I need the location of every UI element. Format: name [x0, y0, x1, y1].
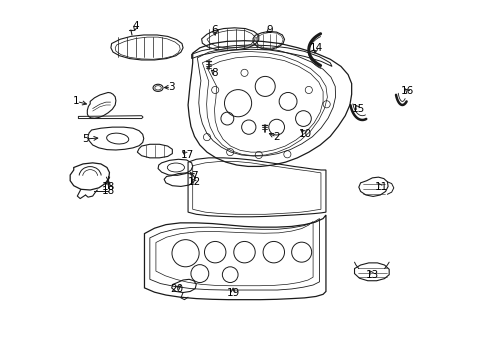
Text: 5: 5	[82, 134, 89, 144]
Text: 18: 18	[101, 182, 114, 192]
Text: 15: 15	[351, 104, 364, 113]
Text: 3: 3	[167, 82, 174, 92]
Text: 10: 10	[298, 129, 311, 139]
Text: 6: 6	[210, 25, 217, 35]
Text: 11: 11	[374, 182, 387, 192]
Text: 13: 13	[365, 270, 378, 280]
Text: 19: 19	[226, 288, 239, 297]
Text: 1: 1	[73, 96, 80, 107]
Text: 8: 8	[210, 68, 217, 78]
Text: 14: 14	[309, 43, 322, 53]
Text: 4: 4	[132, 21, 139, 31]
Text: 2: 2	[273, 132, 280, 142]
Text: 16: 16	[400, 86, 413, 96]
Text: 7: 7	[191, 171, 198, 181]
Text: 9: 9	[265, 25, 272, 35]
Text: 12: 12	[187, 177, 201, 187]
Text: 18: 18	[101, 186, 114, 197]
Text: 17: 17	[181, 150, 194, 160]
Text: 20: 20	[170, 284, 183, 294]
